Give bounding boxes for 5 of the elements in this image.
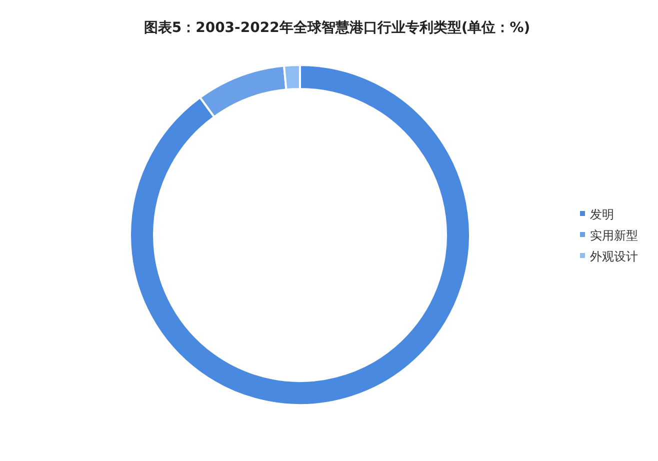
legend-label: 发明 xyxy=(590,207,614,222)
legend-label: 实用新型 xyxy=(590,228,638,242)
donut-slice xyxy=(129,64,471,406)
legend-label: 外观设计 xyxy=(590,249,638,264)
chart-title: 图表5：2003-2022年全球智慧港口行业专利类型(单位：%) xyxy=(144,19,530,36)
